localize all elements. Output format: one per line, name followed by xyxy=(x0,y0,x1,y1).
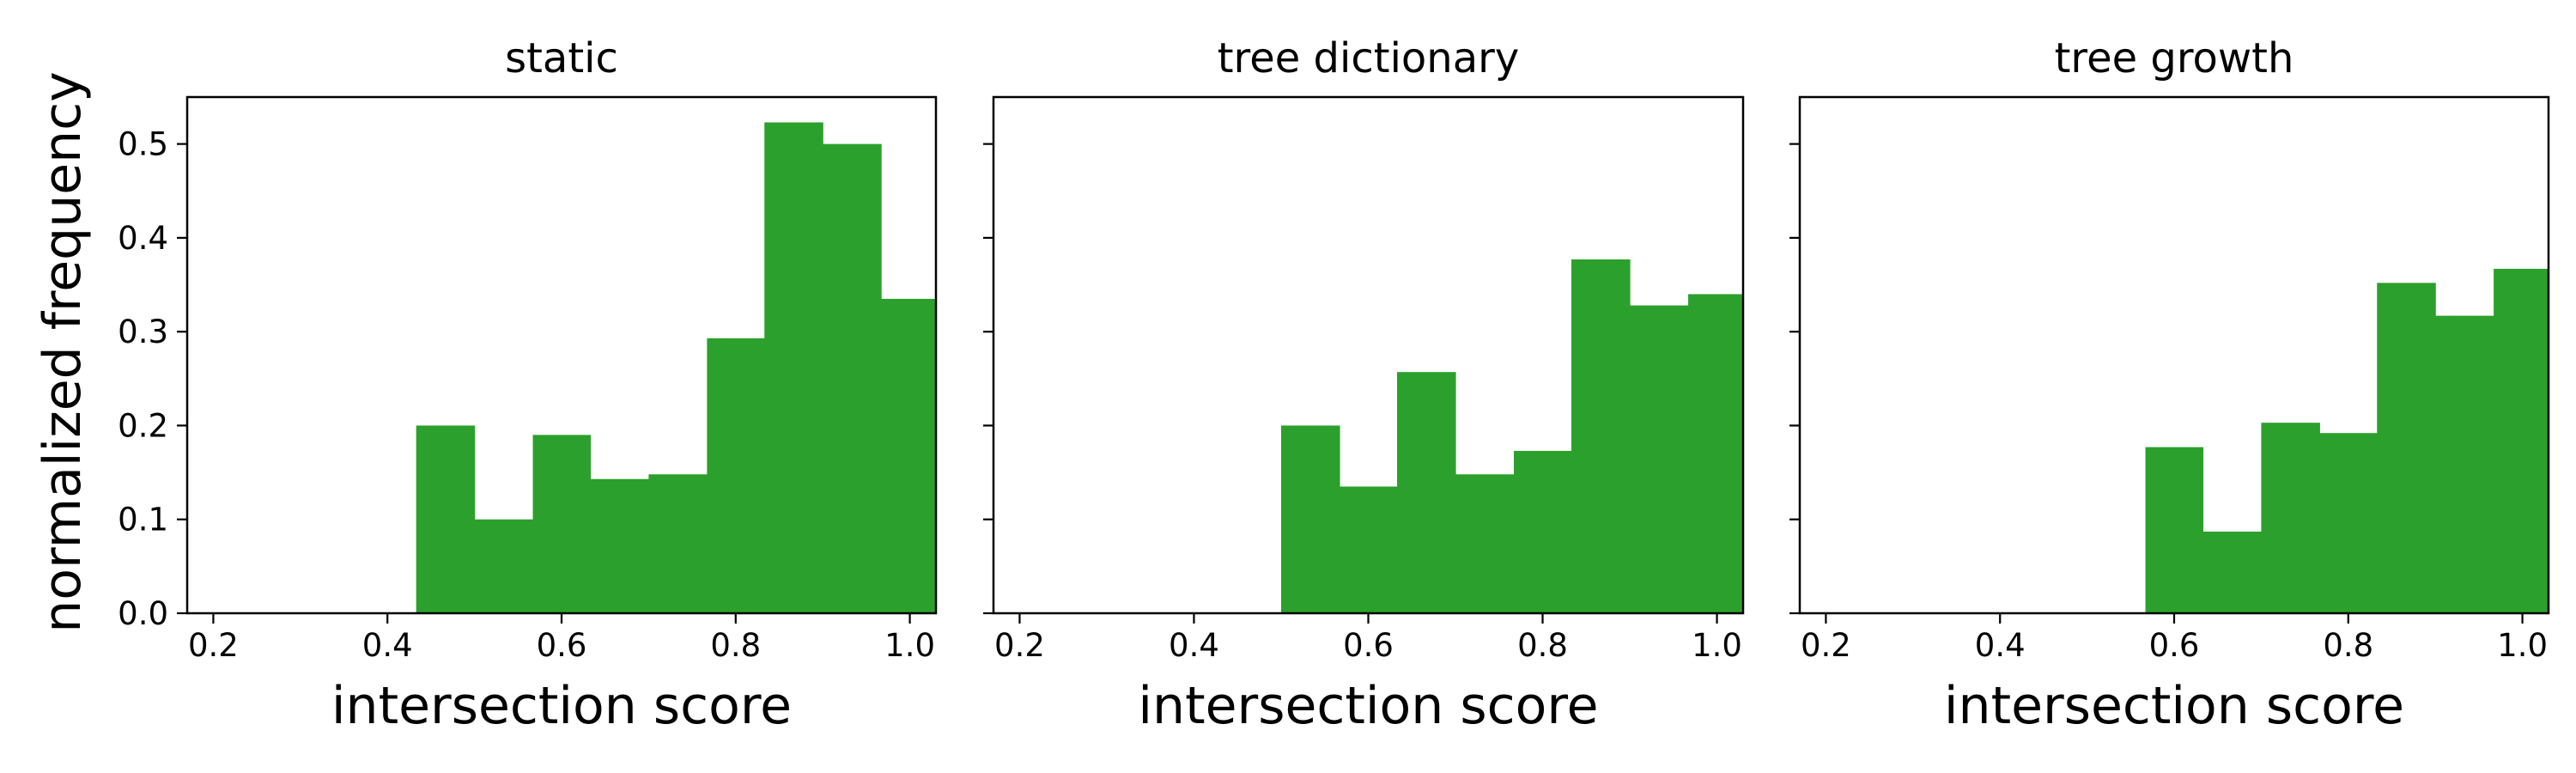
histogram-bar xyxy=(707,338,765,613)
x-axis-label: intersection score xyxy=(1944,676,2404,736)
histogram-bar xyxy=(474,519,534,613)
panel-1: static 0.2 0.4 0.6 0.8 1.0 0.0 0.1 0.2 0.3 0.4 0.5 i… xyxy=(118,34,938,736)
histogram-bar xyxy=(2261,423,2320,613)
x-tick-label: 0.6 xyxy=(2149,627,2200,664)
histogram-bar xyxy=(881,298,937,613)
y-tick-label: 0.1 xyxy=(118,502,168,539)
histogram-bar xyxy=(532,435,592,613)
y-axis-label: normalized frequency xyxy=(33,71,93,632)
histogram-bar xyxy=(1397,372,1456,613)
histogram-bar xyxy=(1514,450,1572,613)
x-tick-label: 1.0 xyxy=(884,627,935,664)
histogram-bar xyxy=(1688,294,1744,613)
x-tick-label: 0.4 xyxy=(1975,627,2026,664)
histogram-bar xyxy=(2435,315,2494,613)
histogram-bar xyxy=(2377,283,2436,613)
panel-3: tree growth 0.2 0.4 0.6 0.8 1.0 intersection s… xyxy=(1789,34,2550,736)
x-axis-label: intersection score xyxy=(331,676,792,736)
x-tick-label: 0.4 xyxy=(1169,627,1219,664)
histogram-bar xyxy=(2202,531,2262,613)
histogram-bar xyxy=(2145,447,2204,613)
panel-title: static xyxy=(505,34,618,82)
y-tick-label: 0.2 xyxy=(118,407,168,444)
histogram-bar xyxy=(1340,486,1398,613)
histogram-bar xyxy=(764,122,823,613)
x-tick-label: 0.2 xyxy=(1801,627,1851,664)
histogram-bar xyxy=(590,478,649,613)
x-axis-label: intersection score xyxy=(1138,676,1598,736)
y-tick-label: 0.5 xyxy=(118,126,168,163)
y-tick-label: 0.4 xyxy=(118,220,168,257)
panel-2: tree dictionary 0.2 0.4 0.6 0.8 1.0 intersecti… xyxy=(983,34,1745,736)
histogram-bar xyxy=(1280,425,1340,613)
x-tick-label: 0.8 xyxy=(1517,627,1568,664)
x-tick-label: 1.0 xyxy=(1692,627,1742,664)
histogram-bar xyxy=(2494,268,2549,613)
y-tick-label: 0.3 xyxy=(118,313,168,350)
histogram-bar xyxy=(416,425,476,613)
x-tick-label: 1.0 xyxy=(2497,627,2548,664)
histogram-bar xyxy=(1571,259,1631,613)
y-tick-label: 0.0 xyxy=(118,595,168,632)
x-tick-label: 0.2 xyxy=(994,627,1045,664)
x-tick-label: 0.4 xyxy=(362,627,413,664)
panel-title: tree growth xyxy=(2055,34,2294,82)
panels: static 0.2 0.4 0.6 0.8 1.0 0.0 0.1 0.2 0.3 0.4 0.5 i… xyxy=(118,34,2550,736)
x-tick-label: 0.2 xyxy=(188,627,239,664)
histogram-bar xyxy=(648,474,708,613)
x-tick-label: 0.8 xyxy=(2323,627,2373,664)
histogram-bar xyxy=(1630,305,1689,613)
x-tick-label: 0.6 xyxy=(1343,627,1394,664)
x-tick-label: 0.6 xyxy=(537,627,587,664)
x-tick-label: 0.8 xyxy=(710,627,761,664)
panel-title: tree dictionary xyxy=(1218,34,1520,82)
histogram-bar xyxy=(2319,433,2378,613)
histogram-bar xyxy=(1455,474,1515,613)
histogram-bar xyxy=(823,143,882,613)
